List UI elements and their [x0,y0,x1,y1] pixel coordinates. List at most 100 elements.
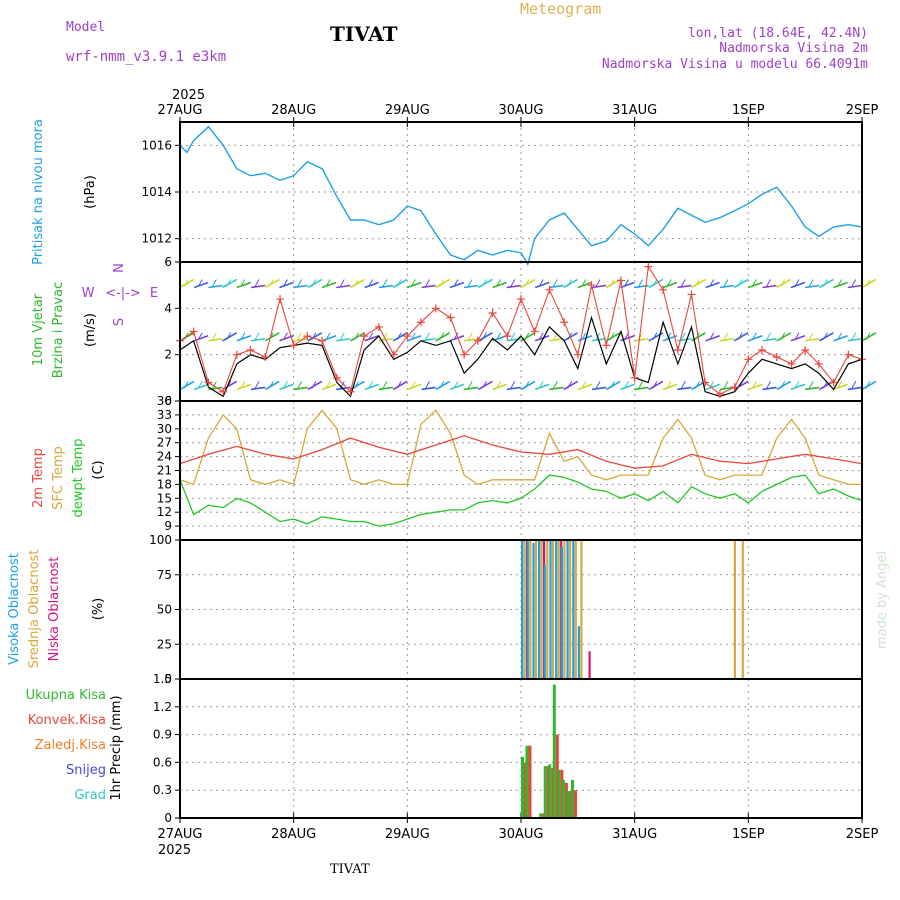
wind-barb-flag [240,381,246,389]
cloud-high-bar [555,540,558,679]
cloud-high-bar [549,540,552,679]
cloud-unit-label: (%) [91,598,106,621]
wind-barb [762,386,777,391]
wind-gust-marker [431,304,440,313]
wind-barb-flag [325,332,331,341]
cloud-high-bar [572,540,575,679]
wind-barb-flag [382,279,388,287]
wind-barb-flag [453,381,459,389]
wind-barb [719,284,735,289]
wind-barb-flag [368,279,374,287]
wind-barb-flag [453,332,459,341]
temperature-tick-label: 21 [157,464,172,478]
wind-barb [350,332,365,342]
x-tick-label-top: 31AUG [612,103,657,118]
wind-barb [591,284,607,289]
wind-barb [392,332,408,342]
precip-tick-label: 0.3 [153,783,172,797]
wind-barb [620,383,635,391]
pressure-axis-title: Pritisak na nivou mora [31,119,46,265]
wind-barb [520,278,536,289]
wind-barb-flag [680,332,686,341]
compass-south: S [112,318,127,326]
x-tick-label-top: 1SEP [732,103,765,118]
wind-barb [449,281,465,289]
wind-barb [748,335,763,342]
wind-gust-marker [630,373,639,382]
precip-tick-label: 1.2 [153,700,172,714]
wind-barb [705,281,720,289]
wind-barb-flag [638,279,644,287]
wind-barb [421,284,436,289]
wind-barb-flag [538,381,544,389]
precip-total-bar [548,764,552,818]
wind-barb-flag [425,381,430,389]
wind-gust-marker [673,346,682,355]
wind-gust-marker [687,290,696,299]
wind-barb [762,337,777,342]
temperature-tick-label: 12 [157,505,172,519]
cloud-mid-bar [574,540,577,679]
wind-barb [449,335,465,342]
wind-barb [648,278,664,289]
wind-barb [776,332,792,342]
wind-gust-marker [276,295,285,304]
wind-barb [407,383,422,391]
wind-barb-flag [481,279,487,287]
x-tick-label-bottom: 29AUG [385,827,430,842]
wind-gust-marker [303,332,312,341]
dewpoint-line [179,474,863,527]
footer-station: TIVAT [330,862,370,877]
wind-barb-flag [666,279,672,287]
wind-gust-marker [560,318,569,327]
wind-barb-flag [496,279,502,287]
cloud-high-bar [532,542,535,679]
cloud-high-bar [543,565,546,679]
temperature-tick-label: 18 [157,477,172,491]
wind-barb [293,284,308,289]
wind-barb-flag [624,381,629,389]
temperature-tick-label: 30 [157,422,172,436]
wind-barb [264,380,280,391]
wind-gust-marker [189,327,198,336]
cloud-mid-bar [569,540,572,679]
wind-barb-flag [496,332,502,341]
wind-barb-flag [283,332,288,341]
wind-gust-marker [232,350,241,359]
wind-barb [719,386,735,391]
temp-axis-title-2m: 2m Temp [31,448,46,508]
wind-barb-flag [283,381,288,389]
wind-gust-marker [219,387,228,396]
wind-barb-flag [837,279,843,287]
wind-barb [293,337,308,342]
wind-gust-marker [814,359,823,368]
wind-barb [549,386,564,391]
wind-barb [307,278,323,289]
wind-barb-flag [183,381,189,389]
wind-barb [464,386,479,391]
wind-barb-flag [339,279,345,287]
wind-barb-flag [524,381,530,389]
wind-barb-flag [211,279,217,287]
wind-gust-marker [374,322,383,331]
wind-barb [307,332,323,342]
wind-barb-flag [410,381,416,389]
wind-barb [534,281,550,289]
wind-barb-flag [268,381,274,389]
wind-barb [378,284,394,289]
wind-barb [563,278,579,289]
cloud-mid-bar [529,540,532,679]
wind-barb [861,380,877,391]
x-tick-label-top: 30AUG [498,103,543,118]
wind-barb [421,337,436,342]
cloud-mid-bar [523,540,526,679]
wind-barb-flag [268,279,274,287]
wind-barb-flag [226,332,232,341]
wind-barb [605,332,621,342]
pressure-tick-label: 1012 [141,232,172,246]
year-label-bottom: 2025 [158,843,191,858]
wind-gust-marker [744,355,753,364]
precip-tick-label: 0 [164,811,172,825]
wind-barb-flag [510,332,516,341]
legend-snow: Snijeg [66,763,106,778]
